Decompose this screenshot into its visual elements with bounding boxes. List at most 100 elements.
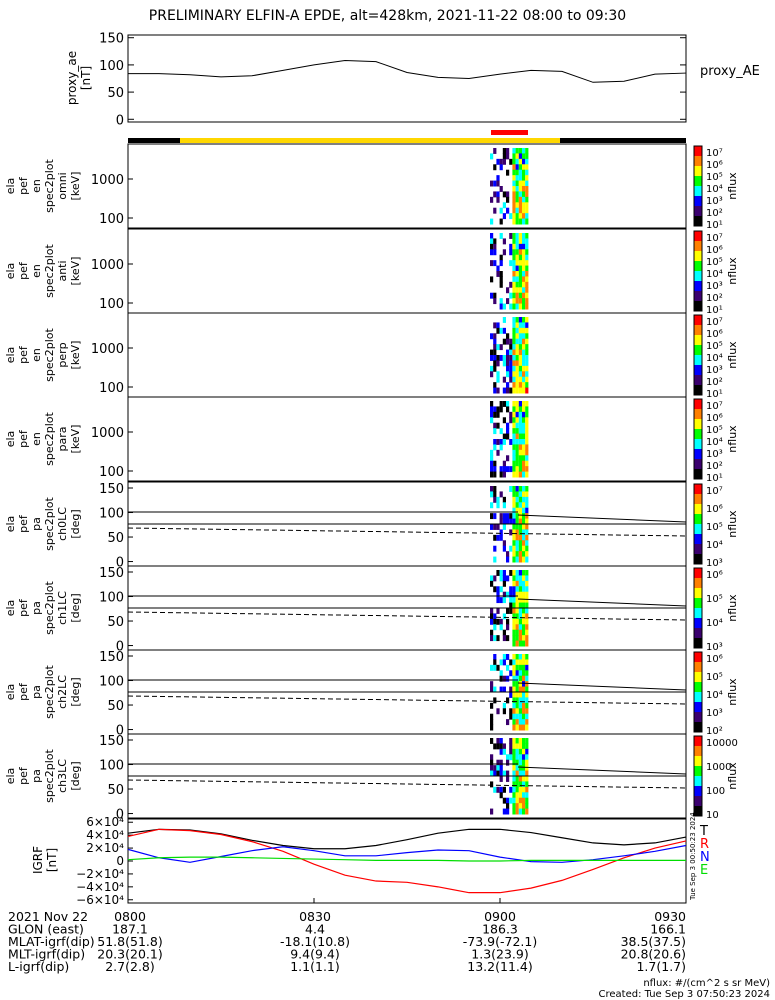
- spectrogram-cell: [515, 365, 519, 372]
- spectrogram-cell: [522, 387, 526, 394]
- spectrogram-cell: [512, 776, 516, 782]
- spectrogram-cell: [496, 265, 500, 272]
- spectrogram-cell: [522, 697, 526, 704]
- spectrogram-cell: [512, 449, 516, 456]
- spectrogram-cell: [522, 580, 526, 587]
- spectrogram-cell: [525, 422, 529, 429]
- spectrogram-cell: [525, 376, 529, 383]
- spectrogram-cell: [518, 260, 522, 267]
- spectrogram-cell: [525, 317, 529, 323]
- spectrogram-cell: [515, 180, 519, 187]
- spectrogram-cell: [499, 260, 503, 267]
- spectrogram-cell: [512, 792, 516, 799]
- spectrogram-cell: [515, 781, 519, 788]
- spectrogram-cell: [502, 502, 506, 509]
- spectrogram-cell: [518, 233, 522, 239]
- spectrogram-cell: [502, 360, 506, 367]
- xaxis-row-label: L-igrf(dip): [8, 959, 69, 974]
- panel-ytick-label: 0: [116, 808, 124, 823]
- spectrogram-cell: [518, 692, 522, 698]
- panel-ylabel: pef: [17, 345, 30, 364]
- spectrogram-cell: [502, 524, 506, 530]
- spectrogram-cell: [518, 317, 522, 323]
- spectrogram-cell: [502, 153, 506, 160]
- spectrogram-cell: [525, 387, 529, 394]
- spectrogram-cell: [515, 202, 519, 209]
- spectrogram-cell: [512, 529, 516, 536]
- spectrogram-cell: [512, 303, 516, 310]
- panel-ytick-label: 150: [99, 650, 124, 665]
- spectrogram-cell: [493, 444, 497, 451]
- colorbar-tick-label: 10⁴: [706, 269, 723, 280]
- colorbar-segment: [694, 439, 702, 450]
- spectrogram-cell: [525, 213, 529, 220]
- spectrogram-cell: [493, 770, 497, 777]
- spectrogram-cell: [525, 556, 529, 563]
- spectrogram-cell: [512, 670, 516, 677]
- spectrogram-cell: [525, 486, 529, 492]
- panel-ylabel: ela: [4, 768, 17, 785]
- colorbar-frame: [693, 567, 703, 649]
- spectrogram-cell: [493, 249, 497, 256]
- colorbar-tick-label: 10¹: [706, 473, 723, 484]
- spectrogram-cell: [502, 202, 506, 209]
- igrf-series-N-line: [127, 844, 687, 863]
- spectrogram-cell: [522, 382, 526, 389]
- spectrogram-cell: [515, 754, 519, 761]
- spectrogram-cell: [518, 344, 522, 351]
- spectrogram-cell: [518, 202, 522, 209]
- spectrogram-cell: [496, 387, 500, 394]
- spectrogram-cell: [509, 597, 513, 604]
- panel-ylabel: ela: [4, 684, 17, 701]
- spectrogram-cell: [512, 540, 516, 547]
- spectrogram-cell: [512, 597, 516, 604]
- spectrogram-cell: [493, 586, 497, 593]
- spectrogram-cell: [515, 460, 519, 467]
- spectrogram-cell: [515, 317, 519, 323]
- xaxis-row-value: 13.2(11.4): [467, 959, 532, 974]
- panel-ytick-label: 150: [99, 734, 124, 749]
- spectrogram-cell: [518, 608, 522, 614]
- spectrogram-cell: [515, 618, 519, 625]
- spectrogram-cell: [525, 738, 529, 744]
- spectrogram-cell: [522, 180, 526, 187]
- spectrogram-cell: [512, 654, 516, 660]
- panel-ytick-label: 100: [99, 381, 124, 396]
- spectrogram-cell: [518, 748, 522, 755]
- spectrogram-cell: [499, 186, 503, 192]
- spectrogram-cell: [509, 355, 513, 361]
- spectrogram-cell: [502, 471, 506, 478]
- spectrogram-cell: [490, 243, 494, 250]
- spectrogram-cell: [522, 686, 526, 693]
- xaxis-row-label: GLON (east): [8, 922, 84, 937]
- spectrogram-cell: [522, 797, 526, 804]
- spectrogram-cell: [512, 545, 516, 552]
- spectrogram-cell: [525, 287, 529, 294]
- spectrogram-cell: [493, 387, 497, 394]
- spectrogram-cell: [522, 344, 526, 351]
- spectrogram-cell: [525, 635, 529, 642]
- spectrogram-cell: [506, 551, 510, 558]
- spectrogram-cell: [506, 635, 510, 642]
- spectrogram-cell: [515, 759, 519, 766]
- spectrogram-cell: [512, 640, 516, 647]
- colorbar-segment: [694, 206, 702, 217]
- spectrogram-cell: [502, 460, 506, 467]
- spectrogram-cell: [522, 333, 526, 340]
- spectrogram-cell: [518, 387, 522, 394]
- colorbar-segment: [694, 231, 702, 242]
- spectrogram-cell: [512, 781, 516, 788]
- colorbar-tick-label: 10⁴: [706, 353, 723, 364]
- spectrogram-cell: [518, 243, 522, 250]
- spectrogram-cell: [499, 158, 503, 165]
- spectrogram-cell: [509, 713, 513, 720]
- spectrogram-cell: [506, 754, 510, 761]
- spectrogram-cell: [490, 196, 494, 203]
- spectrogram-cell: [512, 808, 516, 815]
- spectrogram-cell: [522, 781, 526, 788]
- spectrogram-cell: [512, 317, 516, 323]
- panel-ylabel: spec2plot: [43, 328, 56, 382]
- colorbar-tick-label: 10⁵: [706, 257, 723, 268]
- spectrogram-cell: [522, 265, 526, 272]
- spectrogram-cell: [525, 640, 529, 647]
